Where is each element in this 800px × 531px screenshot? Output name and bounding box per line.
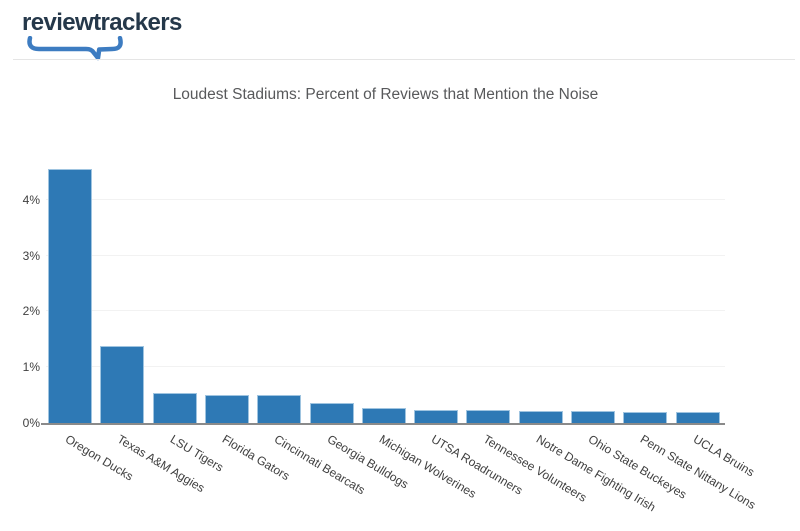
bar-notre-dame-fighting-irish — [518, 410, 563, 423]
y-axis-label-2%: 2% — [22, 304, 40, 319]
bar-texas-a-m-aggies — [100, 346, 145, 423]
y-axis-label-3%: 3% — [22, 248, 40, 263]
y-axis-label-1%: 1% — [22, 360, 40, 375]
x-axis-label-texas-a-m-aggies: Texas A&M Aggies — [115, 432, 208, 496]
chart-title: Loudest Stadiums: Percent of Reviews tha… — [172, 86, 599, 103]
bar-georgia-bulldogs — [309, 403, 354, 423]
x-axis-label-michigan-wolverines: Michigan Wolverines — [376, 432, 479, 501]
bar-florida-gators — [204, 394, 249, 423]
x-axis-zero-tick — [41, 423, 46, 425]
bar-chart-plot-area: 0% 1% 2% 3% 4% Oregon Ducks Texas A&M Aggies LS… — [23, 155, 759, 514]
bar-utsa-roadrunners — [414, 409, 459, 423]
bar-oregon-ducks — [48, 169, 92, 423]
reviewtrackers-logo[interactable]: reviewtrackers — [22, 9, 192, 61]
bar-penn-state-nittany-lions — [623, 411, 668, 423]
header-divider — [13, 59, 795, 60]
header: reviewtrackers — [0, 0, 800, 61]
y-axis-label-0%: 0% — [22, 416, 40, 430]
logo-text: reviewtrackers — [22, 9, 182, 36]
gridline-3% — [46, 254, 725, 256]
gridline-1% — [46, 366, 725, 368]
bar-lsu-tigers — [152, 393, 197, 423]
speech-bubble-underline-icon — [27, 36, 123, 61]
bar-ucla-bruins — [675, 412, 720, 423]
bar-ohio-state-buckeyes — [571, 411, 615, 423]
bar-michigan-wolverines — [361, 407, 406, 423]
x-axis-label-cincinnati-bearcats: Cincinnati Bearcats — [271, 432, 368, 498]
gridline-4% — [46, 198, 725, 200]
y-axis-label-4%: 4% — [22, 192, 40, 207]
bar-tennessee-volunteers — [466, 410, 511, 423]
gridline-2% — [46, 310, 725, 312]
bar-cincinnati-bearcats — [257, 395, 302, 423]
